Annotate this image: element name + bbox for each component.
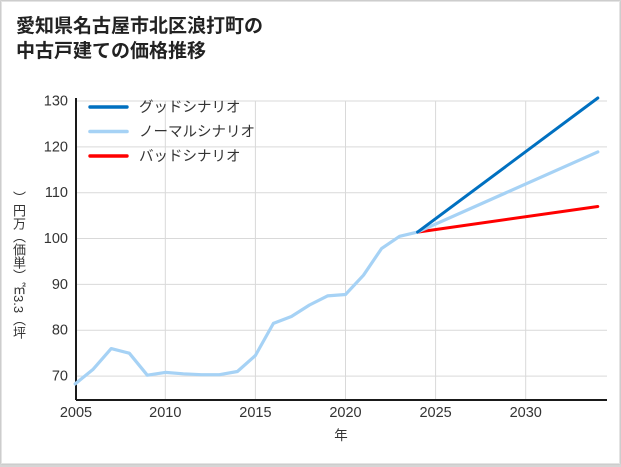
svg-text:2010: 2010 xyxy=(149,405,181,421)
svg-text:110: 110 xyxy=(45,185,68,201)
svg-text:90: 90 xyxy=(52,277,68,293)
svg-text:2030: 2030 xyxy=(510,405,542,421)
svg-text:70: 70 xyxy=(52,369,68,385)
svg-text:ノーマルシナリオ: ノーマルシナリオ xyxy=(139,125,255,141)
svg-text:120: 120 xyxy=(44,139,68,155)
svg-text:2005: 2005 xyxy=(60,405,92,421)
svg-text:100: 100 xyxy=(44,231,68,247)
svg-text:2015: 2015 xyxy=(239,405,271,421)
svg-text:2025: 2025 xyxy=(419,405,451,421)
svg-text:グッドシナリオ: グッドシナリオ xyxy=(139,99,241,116)
svg-text:80: 80 xyxy=(52,323,68,339)
svg-text:バッドシナリオ: バッドシナリオ xyxy=(139,149,241,165)
svg-text:年: 年 xyxy=(334,428,348,443)
svg-text:130: 130 xyxy=(44,94,68,110)
svg-text:2020: 2020 xyxy=(329,405,361,421)
